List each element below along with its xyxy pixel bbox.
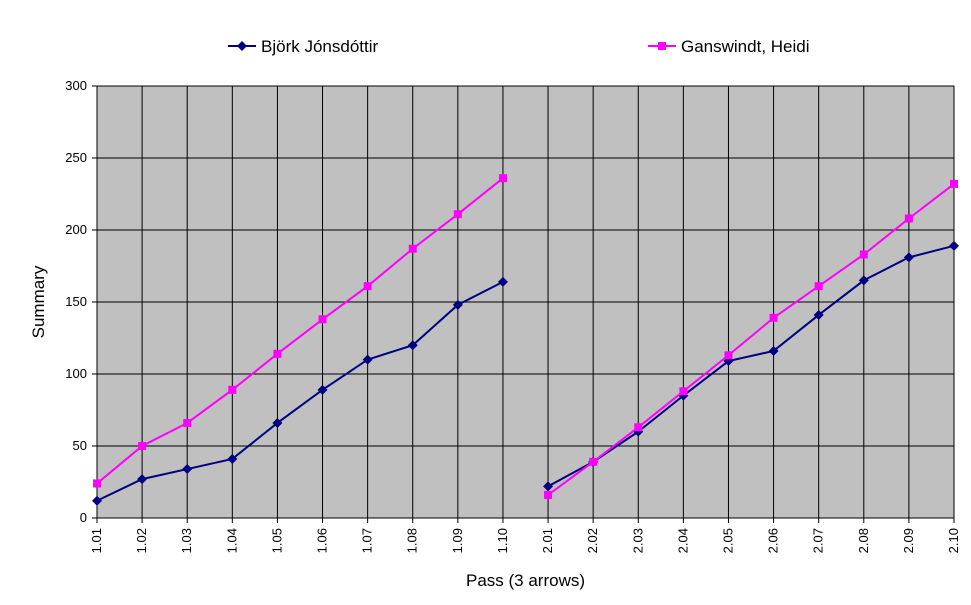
data-point — [813, 309, 824, 320]
x-tick-label: 1.08 — [405, 528, 420, 553]
data-point — [589, 457, 598, 466]
data-point — [272, 417, 283, 428]
series-1 — [92, 240, 959, 506]
data-point — [904, 214, 913, 223]
x-tick-label: 2.10 — [946, 528, 961, 553]
x-tick-label: 2.09 — [901, 528, 916, 553]
data-point — [544, 490, 553, 499]
data-point — [407, 340, 418, 351]
legend: Björk Jónsdóttir Ganswindt, Heidi — [228, 37, 810, 56]
data-point — [408, 244, 417, 253]
data-point — [273, 349, 282, 358]
data-point — [317, 384, 328, 395]
x-tick-label: 1.04 — [224, 528, 239, 553]
x-tick-label: 1.02 — [134, 528, 149, 553]
data-point — [950, 179, 958, 188]
x-tick-label: 1.03 — [179, 528, 194, 553]
data-point — [724, 351, 733, 360]
data-point — [497, 276, 508, 287]
data-point — [498, 174, 507, 183]
series-line — [96, 177, 504, 485]
legend-marker — [237, 41, 247, 51]
y-tick-label: 100 — [65, 366, 87, 381]
x-tick-label: 2.08 — [856, 528, 871, 553]
data-point — [903, 252, 914, 263]
x-tick-label: 1.09 — [450, 528, 465, 553]
legend-item: Björk Jónsdóttir — [228, 37, 378, 56]
x-tick-label: 1.05 — [269, 528, 284, 553]
y-tick-label: 250 — [65, 150, 87, 165]
series-2 — [93, 174, 958, 499]
x-tick-label: 1.01 — [89, 528, 104, 553]
data-point — [183, 418, 192, 427]
data-point — [543, 481, 554, 492]
legend-item: Ganswindt, Heidi — [648, 37, 810, 56]
data-point — [318, 315, 327, 324]
gridlines — [97, 85, 955, 518]
data-point — [453, 210, 462, 219]
series-line — [96, 280, 504, 502]
data-point — [949, 240, 959, 251]
x-axis-title: Pass (3 arrows) — [466, 571, 585, 590]
x-tick-label: 1.10 — [495, 528, 510, 553]
y-tick-label: 150 — [65, 294, 87, 309]
x-tick-label: 2.07 — [811, 528, 826, 553]
data-point — [182, 464, 193, 475]
data-point — [92, 495, 102, 506]
x-tick-label: 2.05 — [720, 528, 735, 553]
data-point — [858, 275, 869, 286]
series-line — [547, 183, 955, 496]
series-layer — [92, 174, 959, 506]
x-tick-label: 2.01 — [540, 528, 555, 553]
data-point — [679, 387, 688, 396]
data-point — [228, 385, 237, 394]
legend-marker — [658, 42, 666, 50]
legend-label: Björk Jónsdóttir — [261, 37, 378, 56]
x-tick-label: 1.07 — [360, 528, 375, 553]
y-tick-label: 200 — [65, 222, 87, 237]
legend-label: Ganswindt, Heidi — [681, 37, 810, 56]
x-tick-label: 2.03 — [630, 528, 645, 553]
data-point — [769, 313, 778, 322]
y-axis-title: Summary — [29, 265, 48, 338]
data-point — [137, 474, 148, 485]
data-point — [227, 453, 238, 464]
data-point — [363, 282, 372, 291]
data-point — [814, 282, 823, 291]
data-point — [859, 250, 868, 259]
series-line — [547, 244, 955, 488]
y-tick-label: 0 — [80, 510, 87, 525]
data-point — [634, 423, 643, 432]
x-tick-label: 2.02 — [585, 528, 600, 553]
x-tick-label: 1.06 — [315, 528, 330, 553]
data-point — [452, 299, 463, 310]
y-tick-label: 300 — [65, 78, 87, 93]
data-point — [93, 479, 101, 488]
x-tick-label: 2.06 — [766, 528, 781, 553]
data-point — [768, 345, 779, 356]
y-tick-label: 50 — [73, 438, 87, 453]
data-point — [362, 354, 373, 365]
data-point — [138, 442, 147, 450]
axes: 0 50 100 150 200 250 300 1.01 1.02 1.03 1.04 1.05 1.… — [65, 78, 961, 553]
x-tick-label: 2.04 — [675, 528, 690, 553]
